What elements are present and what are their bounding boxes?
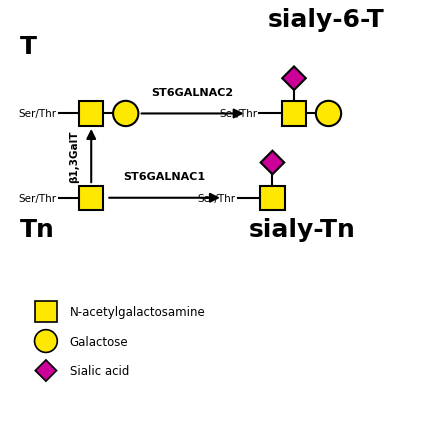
Polygon shape <box>282 67 306 91</box>
Ellipse shape <box>316 101 341 127</box>
Text: Ser/Thr: Ser/Thr <box>19 109 57 119</box>
Text: sialy-6-T: sialy-6-T <box>268 8 385 32</box>
Text: N-acetylgalactosamine: N-acetylgalactosamine <box>69 305 205 318</box>
Text: Tn: Tn <box>20 218 55 242</box>
Text: Sialic acid: Sialic acid <box>69 364 129 377</box>
Text: Ser/Thr: Ser/Thr <box>219 109 257 119</box>
Bar <box>79 102 103 126</box>
Text: ST6GALNAC2: ST6GALNAC2 <box>152 87 234 98</box>
Ellipse shape <box>35 330 57 353</box>
Text: Galactose: Galactose <box>69 335 128 348</box>
Bar <box>260 186 284 210</box>
Text: sialy-Tn: sialy-Tn <box>249 218 356 242</box>
Text: ST6GALNAC1: ST6GALNAC1 <box>124 172 206 181</box>
Polygon shape <box>260 151 284 175</box>
Text: T: T <box>20 35 37 59</box>
Polygon shape <box>35 360 56 381</box>
Text: Ser/Thr: Ser/Thr <box>19 193 57 203</box>
Ellipse shape <box>113 101 139 127</box>
Text: β1,3GalT: β1,3GalT <box>69 130 79 182</box>
Bar <box>35 301 57 322</box>
Bar <box>282 102 306 126</box>
Bar <box>79 186 103 210</box>
Text: Ser/Thr: Ser/Thr <box>198 193 236 203</box>
